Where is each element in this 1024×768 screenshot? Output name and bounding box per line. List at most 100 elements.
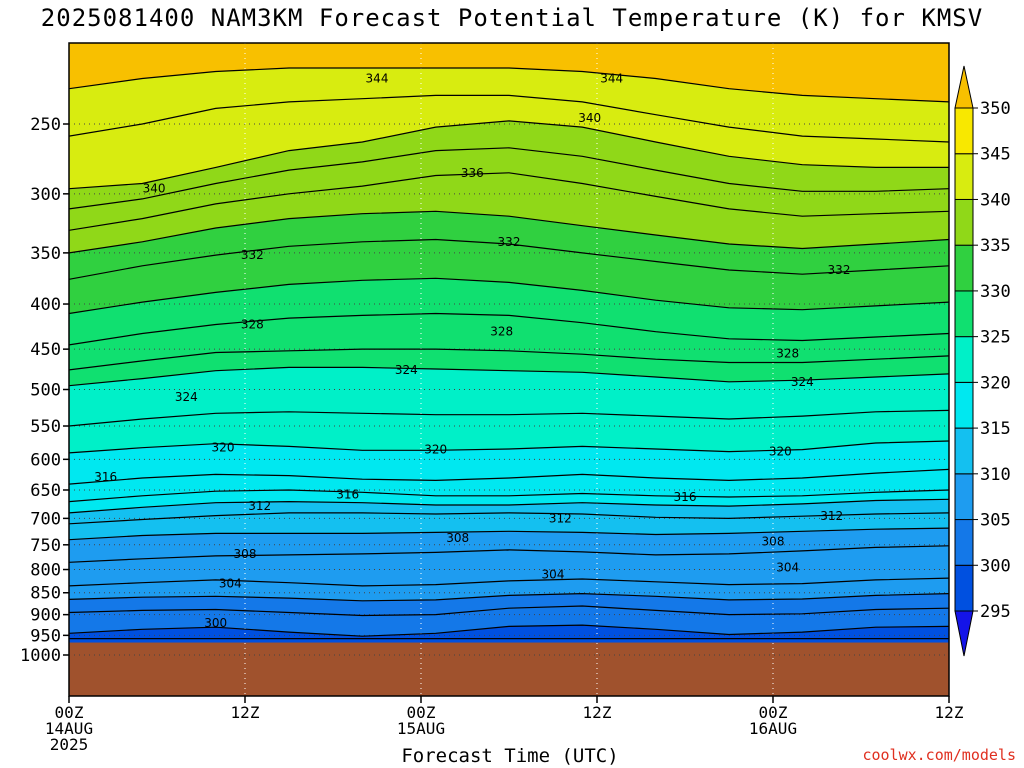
colorbar-swatch bbox=[954, 519, 974, 566]
colorbar-swatch bbox=[954, 381, 974, 429]
colorbar-swatch bbox=[954, 107, 974, 155]
contour-340 bbox=[69, 120, 949, 190]
contour-label: 336 bbox=[461, 166, 484, 180]
colorbar-bottom-arrow bbox=[954, 610, 974, 657]
contour-label: 328 bbox=[490, 325, 513, 339]
contour-label: 344 bbox=[600, 72, 623, 86]
plot-frame bbox=[68, 42, 950, 697]
contour-302 bbox=[69, 605, 949, 617]
contour-316 bbox=[69, 489, 949, 503]
contour-334 bbox=[69, 210, 949, 254]
x-tick-label: 2025 bbox=[50, 735, 89, 754]
contour-312 bbox=[69, 512, 949, 525]
colorbar-label: 315 bbox=[980, 419, 1011, 439]
contour-label: 340 bbox=[578, 111, 601, 125]
x-tick-label: 00Z bbox=[407, 703, 436, 722]
contour-label: 344 bbox=[366, 72, 389, 86]
contour-342 bbox=[69, 94, 949, 143]
y-tick-label: 350 bbox=[30, 244, 61, 264]
ground-surface bbox=[69, 642, 949, 696]
x-tick-label: 16AUG bbox=[749, 719, 797, 738]
y-tick-label: 750 bbox=[30, 536, 61, 556]
contour-318 bbox=[69, 468, 949, 485]
colorbar-swatch bbox=[954, 564, 974, 612]
contour-336 bbox=[69, 172, 949, 231]
contour-label: 324 bbox=[791, 375, 814, 389]
colorbar-swatch bbox=[954, 290, 974, 338]
y-tick-label: 1000 bbox=[20, 646, 61, 666]
contour-label: 332 bbox=[241, 248, 264, 262]
contour-label: 316 bbox=[336, 488, 359, 502]
colorbar-label: 310 bbox=[980, 465, 1011, 485]
x-tick-label: 00Z bbox=[759, 703, 788, 722]
contour-300 bbox=[69, 624, 949, 637]
contour-314 bbox=[69, 498, 949, 514]
credit-link[interactable]: coolwx.com/models bbox=[862, 746, 1016, 764]
contour-328 bbox=[69, 312, 949, 346]
colorbar-swatch bbox=[954, 244, 974, 292]
y-tick-label: 850 bbox=[30, 584, 61, 604]
contour-label: 320 bbox=[212, 441, 235, 455]
contour-label: 316 bbox=[94, 470, 117, 484]
colorbar-swatch bbox=[954, 336, 974, 383]
x-tick-label: 00Z bbox=[55, 703, 84, 722]
contour-label: 312 bbox=[820, 509, 843, 523]
x-tick-label: 12Z bbox=[231, 703, 260, 722]
colorbar-label: 335 bbox=[980, 236, 1011, 256]
contour-label-layer: 344 344 340 336 340 332 332 332 328 328 328 324 324 3… bbox=[94, 72, 850, 631]
y-tick-label: 450 bbox=[30, 340, 61, 360]
contour-label: 312 bbox=[248, 499, 271, 513]
colorbar-label: 330 bbox=[980, 282, 1011, 302]
y-tick-label: 900 bbox=[30, 606, 61, 626]
colorbar-swatch bbox=[954, 198, 974, 246]
colorbar-top-arrow bbox=[954, 65, 974, 109]
y-tick-label: 500 bbox=[30, 381, 61, 401]
contour-label: 304 bbox=[776, 561, 799, 575]
contour-label: 320 bbox=[769, 445, 792, 459]
x-tick-label: 14AUG bbox=[45, 719, 93, 738]
y-tick-label: 600 bbox=[30, 450, 61, 470]
contour-layer bbox=[69, 67, 949, 640]
x-tick-label: 12Z bbox=[583, 703, 612, 722]
contour-label: 332 bbox=[828, 263, 851, 277]
grid-layer bbox=[68, 43, 950, 696]
contour-320 bbox=[69, 440, 949, 454]
colorbar-label: 350 bbox=[980, 99, 1011, 119]
contour-label: 340 bbox=[143, 182, 166, 196]
contour-label: 304 bbox=[219, 577, 242, 591]
y-tick-label: 700 bbox=[30, 509, 61, 529]
colorbar-label: 305 bbox=[980, 511, 1011, 531]
contour-332 bbox=[69, 238, 949, 280]
contour-308 bbox=[69, 545, 949, 563]
colorbar-swatch bbox=[954, 473, 974, 521]
contour-label: 328 bbox=[776, 346, 799, 360]
contour-label: 332 bbox=[498, 235, 521, 249]
contour-label: 324 bbox=[395, 363, 418, 377]
x-tick-label: 12Z bbox=[935, 703, 964, 722]
contour-306 bbox=[69, 577, 949, 587]
colorbar-swatch bbox=[954, 427, 974, 475]
contour-338 bbox=[69, 147, 949, 210]
contour-label: 308 bbox=[234, 547, 257, 561]
contour-324 bbox=[69, 366, 949, 387]
x-tick-label: 15AUG bbox=[397, 719, 445, 738]
colorbar: 295 300 305 310 315 320 325 330 335 340 345 350 bbox=[954, 65, 1011, 657]
y-tick-label: 550 bbox=[30, 417, 61, 437]
axis-layer: 2503003504004505005506006507007508008509… bbox=[20, 42, 964, 754]
colorbar-label: 345 bbox=[980, 145, 1011, 165]
colorbar-label: 320 bbox=[980, 373, 1011, 393]
y-tick-label: 650 bbox=[30, 481, 61, 501]
x-axis-label: Forecast Time (UTC) bbox=[401, 745, 619, 767]
contour-label: 328 bbox=[241, 318, 264, 332]
contour-label: 324 bbox=[175, 390, 198, 404]
colorbar-label: 340 bbox=[980, 190, 1011, 210]
y-tick-label: 950 bbox=[30, 626, 61, 646]
contour-label: 312 bbox=[549, 511, 572, 525]
y-tick-label: 250 bbox=[30, 115, 61, 135]
colorbar-label: 325 bbox=[980, 328, 1011, 348]
contour-322 bbox=[69, 409, 949, 427]
y-tick-label: 400 bbox=[30, 295, 61, 315]
contour-label: 300 bbox=[204, 616, 227, 630]
contour-304 bbox=[69, 592, 949, 602]
